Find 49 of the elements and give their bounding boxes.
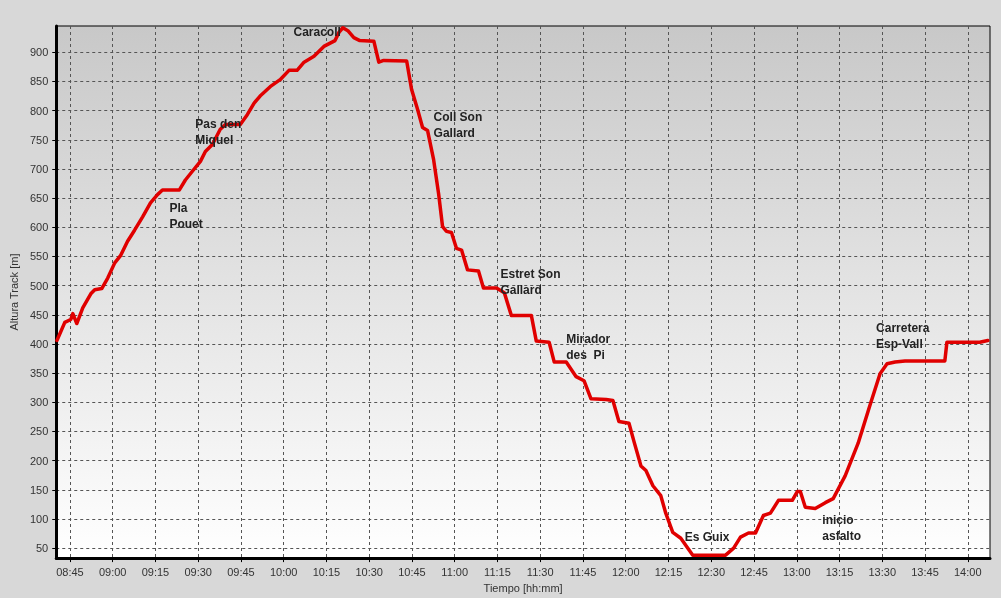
x-tick-label: 09:45 — [227, 565, 255, 578]
x-tick-label: 10:45 — [398, 565, 426, 578]
annotation: Pla Pouet — [169, 200, 203, 231]
annotation: Carretera Esp-Vall — [876, 320, 930, 351]
x-tick-label: 13:30 — [868, 565, 897, 578]
y-tick-label: 350 — [29, 367, 49, 380]
x-tick-label: 09:15 — [141, 565, 170, 578]
x-tick-label: 11:00 — [441, 565, 469, 578]
y-tick-label: 100 — [29, 513, 49, 526]
x-axis-title: Tiempo [hh:mm] — [483, 581, 563, 594]
annotation: Estret Son Gallard — [500, 266, 561, 297]
x-tick-label: 09:30 — [184, 565, 212, 578]
y-tick-label: 850 — [29, 75, 49, 88]
x-tick-label: 09:00 — [98, 565, 127, 578]
y-axis-title: Altura Track [m] — [7, 253, 20, 331]
annotation: Es Guix — [684, 530, 730, 545]
y-tick-label: 400 — [29, 337, 49, 350]
annotation: inicio asfalto — [822, 512, 861, 543]
x-tick-label: 10:30 — [355, 565, 383, 578]
y-tick-label: 300 — [29, 396, 49, 409]
y-tick-label: 450 — [29, 308, 49, 321]
x-tick-label: 11:45 — [569, 565, 597, 578]
y-tick-label: 50 — [36, 542, 49, 555]
y-tick-label: 550 — [29, 250, 49, 263]
x-tick-label: 12:15 — [654, 565, 683, 578]
y-tick-label: 650 — [29, 192, 49, 205]
x-tick-label: 08:45 — [56, 565, 84, 578]
y-tick-label: 250 — [29, 425, 49, 438]
annotation: Mirador des Pi — [566, 332, 611, 363]
x-tick-label: 14:00 — [954, 565, 982, 578]
y-tick-label: 800 — [29, 104, 49, 117]
y-tick-label: 500 — [29, 279, 49, 292]
x-tick-label: 11:30 — [526, 565, 554, 578]
x-tick-label: 11:15 — [484, 565, 511, 578]
x-tick-label: 12:45 — [740, 565, 768, 578]
y-tick-label: 700 — [29, 162, 49, 175]
x-tick-label: 12:30 — [697, 565, 726, 578]
x-tick-label: 13:00 — [782, 565, 811, 578]
x-tick-label: 10:15 — [312, 565, 341, 578]
x-tick-label: 10:00 — [269, 565, 298, 578]
annotation: Coll Son Gallard — [433, 109, 483, 140]
x-tick-label: 13:45 — [911, 565, 939, 578]
y-tick-label: 600 — [29, 221, 49, 234]
x-tick-label: 12:00 — [611, 565, 640, 578]
y-tick-label: 750 — [29, 133, 49, 146]
x-tick-label: 13:15 — [825, 565, 854, 578]
y-tick-label: 200 — [29, 454, 49, 467]
y-tick-label: 150 — [29, 483, 49, 496]
y-tick-label: 900 — [29, 46, 49, 59]
